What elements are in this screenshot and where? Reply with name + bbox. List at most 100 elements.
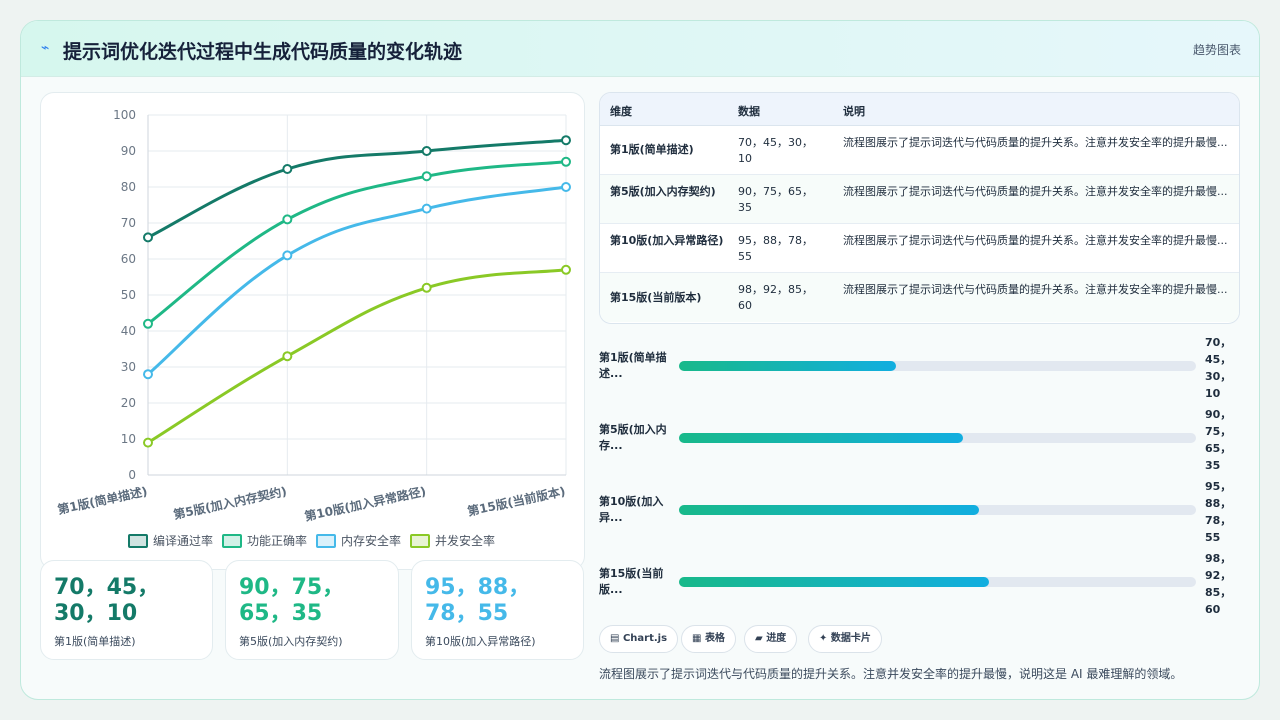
chip-table[interactable]: ▦ 表格: [681, 625, 736, 653]
series-line: [147, 138, 567, 239]
stat-card-2: 90，75，65，35 第5版(加入内存契约): [225, 560, 399, 660]
data-point: [143, 437, 153, 448]
data-point: [143, 318, 153, 329]
y-tick-label: 20: [121, 396, 136, 410]
legend-label: 编译通过率: [153, 533, 213, 548]
table-cell-data: 90，75，65，35: [738, 185, 813, 214]
progress-value: 95，88，78，55: [1205, 480, 1232, 544]
column-header-data: 数据: [738, 105, 760, 118]
chip-label: Chart.js: [622, 633, 668, 644]
chart-icon: ▤: [610, 633, 620, 644]
chip-progress[interactable]: ▰ 进度: [744, 625, 798, 653]
stat-label: 第5版(加入内存契约): [239, 635, 343, 648]
chip-data-card[interactable]: ✦ 数据卡片: [808, 625, 882, 653]
progress-fill: [679, 505, 979, 515]
legend-swatch: [222, 534, 242, 548]
series-line: [147, 160, 567, 326]
chip-label: 数据卡片: [830, 633, 871, 644]
stat-card-3: 95，88，78，55 第10版(加入异常路径): [411, 560, 584, 660]
table-row: 第15版(当前版本) 98，92，85，60 流程图展示了提示词迭代与代码质量的…: [600, 273, 1239, 322]
footer-note: 流程图展示了提示词迭代与代码质量的提升关系。注意并发安全率的提升最慢，说明这是 …: [599, 667, 1183, 681]
progress-label: 第5版(加入内存...: [599, 423, 667, 452]
progress-label: 第10版(加入异...: [599, 495, 664, 524]
y-tick-label: 60: [121, 252, 136, 266]
stat-label: 第10版(加入异常路径): [425, 635, 536, 648]
y-tick-label: 30: [121, 360, 136, 374]
table-cell-description: 流程图展示了提示词迭代与代码质量的提升关系。注意并发安全率的提升最慢...: [843, 185, 1228, 198]
stat-value: 95，88，78，55: [425, 575, 531, 626]
table-cell-data: 98，92，85，60: [738, 283, 813, 312]
data-point: [143, 369, 153, 380]
progress-row: 第5版(加入内存... 90，75，65，35: [599, 404, 1240, 474]
column-header-description: 说明: [843, 105, 865, 118]
page-title: 提示词优化迭代过程中生成代码质量的变化轨迹: [63, 41, 463, 63]
table-row: 第5版(加入内存契约) 90，75，65，35 流程图展示了提示词迭代与代码质量…: [600, 175, 1239, 224]
data-point: [282, 164, 293, 174]
progress-label: 第15版(当前版...: [599, 567, 664, 596]
table-icon: ▦: [692, 633, 702, 644]
y-tick-label: 100: [113, 108, 136, 122]
progress-icon: ▰: [755, 633, 763, 644]
x-tick-label: 第5版(加入内存契约): [172, 483, 288, 522]
chip-label: 进度: [766, 633, 787, 644]
progress-row: 第10版(加入异... 95，88，78，55: [599, 476, 1240, 546]
table-cell-data: 95，88，78，55: [738, 234, 813, 263]
data-point: [282, 250, 293, 261]
legend-swatch: [316, 534, 336, 548]
data-point: [421, 203, 432, 214]
legend-label: 功能正确率: [247, 533, 307, 548]
data-table: 维度 数据 说明 第1版(简单描述) 70，45，30，10 流程图展示了提示词…: [599, 92, 1240, 324]
x-tick-label: 第1版(简单描述): [56, 483, 148, 517]
data-point: [282, 351, 293, 362]
data-point: [421, 171, 432, 182]
column-header-dimension: 维度: [610, 105, 632, 118]
progress-fill: [679, 433, 964, 443]
progress-value: 90，75，65，35: [1205, 408, 1232, 472]
data-point: [421, 146, 432, 156]
table-cell-description: 流程图展示了提示词迭代与代码质量的提升关系。注意并发安全率的提升最慢...: [843, 283, 1228, 296]
stat-label: 第1版(简单描述): [54, 635, 136, 648]
chip-label: 表格: [704, 633, 725, 644]
table-cell-description: 流程图展示了提示词迭代与代码质量的提升关系。注意并发安全率的提升最慢...: [843, 234, 1228, 247]
line-chart: 0 10 20 30 40 50 60 70 80 90 100 第1版(简单描述) 第5版(加入内存契…: [56, 108, 571, 548]
progress-fill: [679, 361, 897, 371]
table-body: 第1版(简单描述) 70，45，30，10 流程图展示了提示词迭代与代码质量的提…: [600, 126, 1239, 323]
table-cell-dimension: 第1版(简单描述): [610, 143, 694, 156]
legend-label: 并发安全率: [435, 533, 495, 548]
progress-track: [679, 577, 1196, 587]
series-line: [147, 185, 567, 376]
data-point: [561, 156, 571, 167]
x-tick-label: 第10版(加入异常路径): [303, 483, 427, 523]
table-header: 维度 数据 说明: [600, 93, 1239, 126]
y-tick-label: 90: [121, 144, 136, 158]
series-line: [147, 268, 567, 444]
header: ⌁ 提示词优化迭代过程中生成代码质量的变化轨迹 趋势图表: [21, 21, 1259, 77]
chip-chartjs[interactable]: ▤ Chart.js: [599, 625, 679, 653]
progress-value: 98，92，85，60: [1205, 552, 1232, 616]
legend-swatch: [410, 534, 430, 548]
sparkle-icon: ⌁: [41, 40, 50, 56]
progress-track: [679, 505, 1196, 515]
progress-track: [679, 433, 1196, 443]
y-tick-label: 70: [121, 216, 136, 230]
data-point: [282, 214, 293, 225]
progress-value: 70，45，30，10: [1205, 336, 1232, 400]
table-cell-dimension: 第15版(当前版本): [610, 291, 702, 304]
table-cell-data: 70，45，30，10: [738, 136, 813, 165]
progress-fill: [679, 577, 990, 587]
x-tick-label: 第15版(当前版本): [466, 483, 567, 518]
chart-type-tag: 趋势图表: [1192, 43, 1241, 57]
progress-row: 第1版(简单描述... 70，45，30，10: [599, 332, 1240, 402]
stat-card-1: 70，45，30，10 第1版(简单描述): [40, 560, 213, 660]
table-row: 第1版(简单描述) 70，45，30，10 流程图展示了提示词迭代与代码质量的提…: [600, 126, 1239, 175]
data-point: [421, 282, 432, 293]
data-point: [143, 232, 153, 243]
y-tick-label: 50: [121, 288, 136, 302]
y-tick-label: 80: [121, 180, 136, 194]
data-point: [561, 182, 571, 192]
stat-value: 70，45，30，10: [54, 575, 160, 626]
stat-value: 90，75，65，35: [239, 575, 345, 626]
line-chart-panel: 0 10 20 30 40 50 60 70 80 90 100 第1版(简单描述) 第5版(加入内存契…: [40, 92, 585, 570]
table-cell-dimension: 第5版(加入内存契约): [610, 185, 716, 198]
progress-track: [679, 361, 1196, 371]
